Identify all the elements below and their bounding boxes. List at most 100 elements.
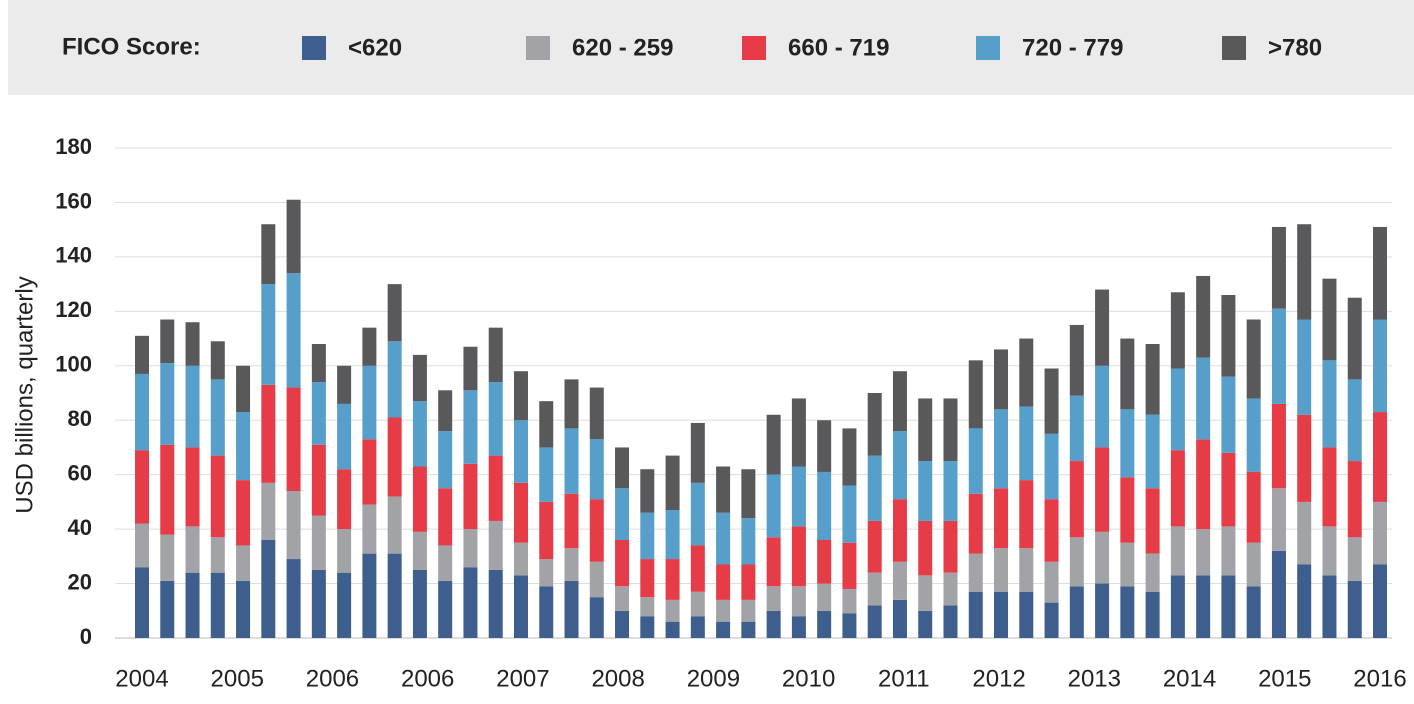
bar-segment [968, 493, 983, 554]
bar-segment [892, 499, 907, 562]
bar-segment [892, 599, 907, 638]
bar-segment [362, 327, 377, 366]
y-tick-label: 40 [68, 515, 92, 540]
bar-segment [210, 537, 225, 573]
bar-segment [918, 520, 933, 576]
bar-segment [1145, 414, 1160, 489]
bar-segment [412, 569, 427, 638]
bar-segment [286, 559, 301, 638]
bar-segment [160, 319, 175, 364]
y-tick-label: 100 [55, 352, 92, 377]
bar-segment [665, 510, 680, 560]
bar-segment [1373, 226, 1387, 320]
bar-segment [1347, 461, 1362, 538]
bar-segment [210, 455, 225, 538]
bar-segment [994, 488, 1009, 549]
bar-segment [1246, 319, 1261, 399]
bar-segment [564, 493, 579, 549]
bar-segment [1170, 526, 1185, 576]
y-axis-label: USD billions, quarterly [11, 276, 38, 513]
bar-segment [311, 515, 326, 570]
bar-segment [387, 284, 402, 342]
bar-segment [488, 327, 503, 383]
bar-segment [741, 621, 756, 638]
bar-segment [210, 572, 225, 638]
bar-segment [589, 561, 604, 598]
bar-segment [665, 621, 680, 638]
bar-segment [1170, 575, 1185, 638]
bar-segment [564, 379, 579, 429]
bar-segment [236, 545, 251, 581]
bar-segment [1069, 324, 1084, 396]
bar-segment [210, 379, 225, 456]
bar-segment [589, 387, 604, 440]
x-tick-label: 2012 [972, 665, 1025, 692]
legend-label: <620 [348, 34, 402, 61]
bar-segment [1347, 297, 1362, 380]
bar-segment [640, 512, 655, 560]
bar-segment [539, 401, 554, 448]
y-tick-label: 160 [55, 188, 92, 213]
bar-segment [716, 621, 731, 638]
bar-segment [766, 537, 781, 587]
x-tick-label: 2005 [211, 665, 264, 692]
bar-segment [994, 349, 1009, 410]
legend-swatch [976, 36, 1000, 60]
bar-segment [1271, 308, 1286, 404]
bar-segment [135, 373, 149, 451]
bar-segment [994, 591, 1009, 638]
bar-segment [968, 553, 983, 592]
bar-segment [1221, 575, 1236, 638]
bar-segment [817, 610, 832, 638]
bar-segment [1095, 447, 1110, 532]
bar-segment [387, 496, 402, 554]
bar-segment [160, 444, 175, 535]
bar-segment [918, 575, 933, 611]
bar-segment [135, 450, 149, 524]
x-tick-label: 2014 [1163, 665, 1216, 692]
bar-segment [412, 531, 427, 570]
bar-segment [1095, 583, 1110, 638]
bar-segment [1019, 548, 1034, 592]
bar-segment [1120, 586, 1135, 638]
bar-segment [640, 616, 655, 638]
bar-segment [640, 559, 655, 598]
bar-segment [615, 586, 630, 611]
bar-segment [1347, 537, 1362, 581]
bar-segment [311, 569, 326, 638]
bar-segment [842, 485, 857, 543]
bar-segment [286, 387, 301, 491]
bar-segment [968, 591, 983, 638]
bar-segment [387, 341, 402, 418]
bar-segment [1095, 531, 1110, 584]
bar-segment [943, 520, 958, 573]
bar-segment [286, 273, 301, 388]
y-tick-label: 80 [68, 406, 92, 431]
bar-segment [261, 384, 276, 483]
bar-segment [665, 455, 680, 511]
bar-segment [337, 365, 352, 404]
bar-segment [1246, 586, 1261, 638]
x-tick-label: 2008 [591, 665, 644, 692]
bar-segment [615, 540, 630, 587]
bar-segment [539, 501, 554, 560]
bar-segment [463, 346, 478, 391]
x-tick-label: 2010 [782, 665, 835, 692]
bar-segment [135, 567, 149, 638]
bar-segment [842, 542, 857, 589]
bar-segment [362, 365, 377, 440]
bar-segment [210, 341, 225, 380]
bar-segment [337, 469, 352, 530]
bar-segment [513, 542, 528, 576]
bar-segment [791, 526, 806, 587]
bar-segment [1196, 357, 1211, 440]
bar-segment [1120, 409, 1135, 478]
bar-segment [261, 540, 276, 638]
bar-segment [741, 469, 756, 519]
legend-label: 720 - 779 [1022, 34, 1123, 61]
bar-segment [1069, 537, 1084, 587]
bar-segment [185, 365, 200, 448]
legend-swatch [302, 36, 326, 60]
bar-segment [918, 398, 933, 462]
bar-segment [615, 488, 630, 540]
